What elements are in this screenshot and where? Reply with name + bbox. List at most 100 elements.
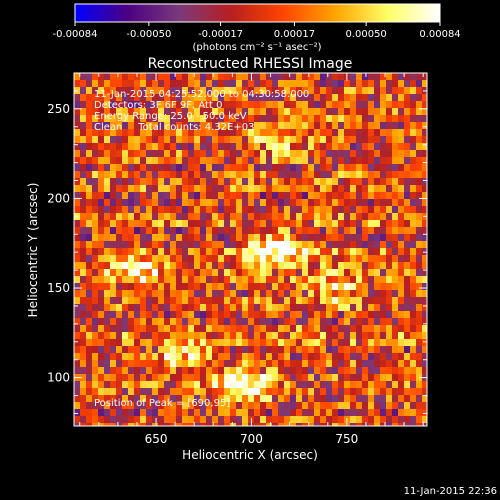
- heatmap-cell: [314, 185, 321, 193]
- heatmap-cell: [254, 199, 261, 207]
- heatmap-cell: [338, 185, 345, 193]
- heatmap-cell: [194, 255, 201, 263]
- heatmap-cell: [146, 227, 153, 235]
- heatmap-cell: [158, 339, 165, 347]
- y-axis-label: Heliocentric Y (arcsec): [26, 183, 40, 318]
- heatmap-cell: [392, 353, 399, 361]
- heatmap-cell: [362, 276, 369, 284]
- heatmap-cell: [218, 409, 225, 417]
- heatmap-cell: [218, 80, 225, 88]
- heatmap-cell: [92, 143, 99, 151]
- heatmap-cell: [266, 150, 273, 158]
- heatmap-cell: [272, 227, 279, 235]
- heatmap-cell: [212, 318, 219, 326]
- heatmap-cell: [260, 269, 267, 277]
- heatmap-cell: [422, 332, 427, 340]
- heatmap-cell: [344, 199, 351, 207]
- heatmap-cell: [308, 150, 315, 158]
- heatmap-cell: [80, 374, 87, 382]
- heatmap-cell: [386, 283, 393, 291]
- heatmap-cell: [278, 185, 285, 193]
- heatmap-cell: [242, 262, 249, 270]
- heatmap-cell: [410, 283, 417, 291]
- heatmap-cell: [224, 269, 231, 277]
- heatmap-cell: [182, 374, 189, 382]
- heatmap-cell: [242, 276, 249, 284]
- heatmap-cell: [362, 185, 369, 193]
- heatmap-cell: [98, 381, 105, 389]
- heatmap-cell: [260, 262, 267, 270]
- heatmap-cell: [236, 185, 243, 193]
- heatmap-cell: [350, 122, 357, 130]
- heatmap-cell: [326, 395, 333, 403]
- heatmap-cell: [230, 73, 237, 81]
- heatmap-cell: [422, 311, 427, 319]
- heatmap-cell: [320, 178, 327, 186]
- heatmap-cell: [272, 171, 279, 179]
- heatmap-cell: [374, 290, 381, 298]
- heatmap-cell: [410, 241, 417, 249]
- heatmap-cell: [386, 409, 393, 417]
- heatmap-cell: [152, 136, 159, 144]
- heatmap-cell: [368, 185, 375, 193]
- heatmap-cell: [284, 136, 291, 144]
- heatmap-cell: [260, 157, 267, 165]
- heatmap-cell: [410, 311, 417, 319]
- heatmap-cell: [128, 339, 135, 347]
- heatmap-cell: [398, 108, 405, 116]
- heatmap-cell: [104, 199, 111, 207]
- heatmap-cell: [422, 423, 427, 426]
- heatmap-cell: [188, 416, 195, 424]
- heatmap-cell: [182, 136, 189, 144]
- heatmap-cell: [218, 332, 225, 340]
- heatmap-cell: [326, 227, 333, 235]
- heatmap-cell: [188, 150, 195, 158]
- heatmap-cell: [362, 73, 369, 81]
- heatmap-cell: [344, 388, 351, 396]
- heatmap-cell: [284, 129, 291, 137]
- heatmap-cell: [296, 325, 303, 333]
- heatmap-cell: [110, 185, 117, 193]
- heatmap-cell: [314, 423, 321, 426]
- heatmap-cell: [218, 248, 225, 256]
- heatmap-cell: [266, 157, 273, 165]
- heatmap-cell: [134, 269, 141, 277]
- y-tick-label: 250: [47, 102, 70, 116]
- heatmap-cell: [284, 276, 291, 284]
- heatmap-cell: [338, 276, 345, 284]
- heatmap-cell: [188, 171, 195, 179]
- heatmap-cell: [164, 325, 171, 333]
- heatmap-cell: [362, 367, 369, 375]
- heatmap-cell: [170, 346, 177, 354]
- heatmap-cell: [410, 332, 417, 340]
- heatmap-cell: [278, 157, 285, 165]
- heatmap-cell: [308, 367, 315, 375]
- heatmap-cell: [194, 360, 201, 368]
- heatmap-cell: [146, 115, 153, 123]
- heatmap-cell: [392, 178, 399, 186]
- heatmap-cell: [374, 255, 381, 263]
- heatmap-cell: [254, 108, 261, 116]
- heatmap-cell: [128, 206, 135, 214]
- annotation-detectors: Detectors: 3F 6F 9F, Att 0: [94, 100, 222, 111]
- heatmap-cell: [290, 388, 297, 396]
- heatmap-cell: [140, 136, 147, 144]
- heatmap-cell: [260, 283, 267, 291]
- heatmap-cell: [176, 269, 183, 277]
- heatmap-cell: [86, 269, 93, 277]
- heatmap-cell: [230, 388, 237, 396]
- heatmap-cell: [344, 409, 351, 417]
- heatmap-cell: [176, 381, 183, 389]
- heatmap-cell: [374, 423, 381, 426]
- heatmap-cell: [140, 381, 147, 389]
- heatmap-cell: [398, 269, 405, 277]
- heatmap-cell: [404, 402, 411, 410]
- heatmap-cell: [266, 108, 273, 116]
- heatmap-cell: [296, 304, 303, 312]
- heatmap-cell: [392, 171, 399, 179]
- heatmap-cell: [344, 129, 351, 137]
- heatmap-cell: [386, 311, 393, 319]
- heatmap-cell: [266, 367, 273, 375]
- heatmap-cell: [338, 269, 345, 277]
- heatmap-cell: [80, 87, 87, 95]
